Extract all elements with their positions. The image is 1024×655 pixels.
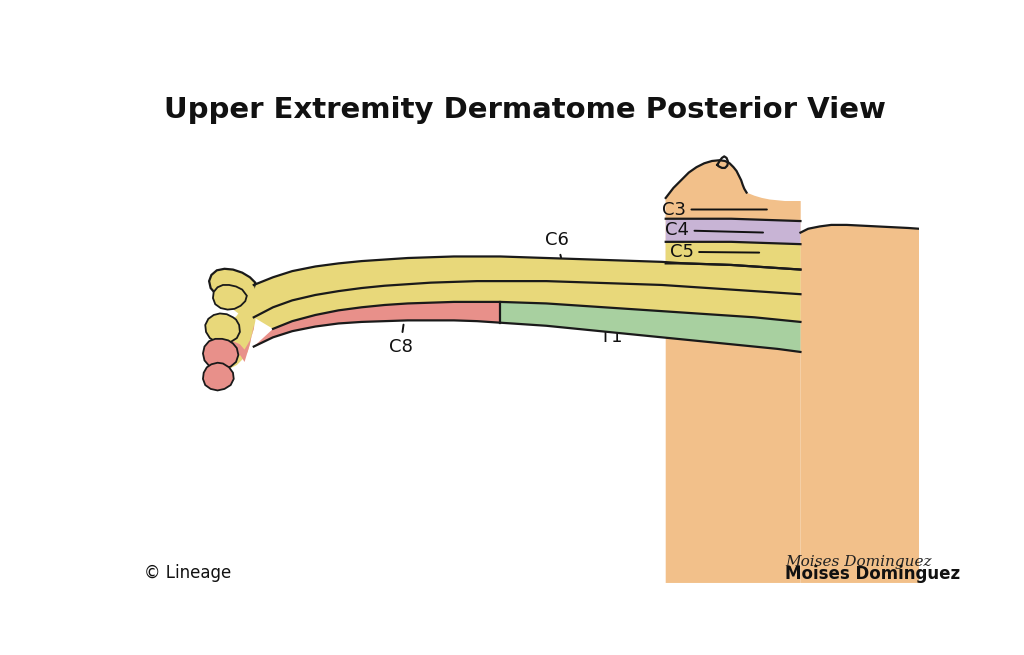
Text: C7: C7 <box>419 256 443 282</box>
Text: C6: C6 <box>545 231 568 257</box>
Text: Moises Dominguez: Moises Dominguez <box>785 555 932 569</box>
Polygon shape <box>666 242 801 270</box>
Polygon shape <box>500 302 801 352</box>
Polygon shape <box>801 225 920 583</box>
Polygon shape <box>205 314 240 343</box>
Polygon shape <box>209 269 255 299</box>
Text: C8: C8 <box>388 325 413 356</box>
Text: © Lineage: © Lineage <box>144 564 231 582</box>
Polygon shape <box>254 257 801 317</box>
Text: C5: C5 <box>670 243 759 261</box>
Polygon shape <box>219 325 254 362</box>
Polygon shape <box>203 363 233 390</box>
Polygon shape <box>213 285 247 310</box>
Text: Moises Dominguez: Moises Dominguez <box>785 565 961 583</box>
Polygon shape <box>666 198 801 221</box>
Polygon shape <box>203 339 239 369</box>
Text: C3: C3 <box>662 200 767 219</box>
Polygon shape <box>666 160 801 583</box>
Text: C4: C4 <box>665 221 763 239</box>
Polygon shape <box>666 219 801 244</box>
Polygon shape <box>254 302 500 346</box>
Polygon shape <box>217 285 256 368</box>
Text: T1: T1 <box>600 314 623 346</box>
Polygon shape <box>254 281 801 329</box>
Text: Upper Extremity Dermatome Posterior View: Upper Extremity Dermatome Posterior View <box>164 96 886 124</box>
